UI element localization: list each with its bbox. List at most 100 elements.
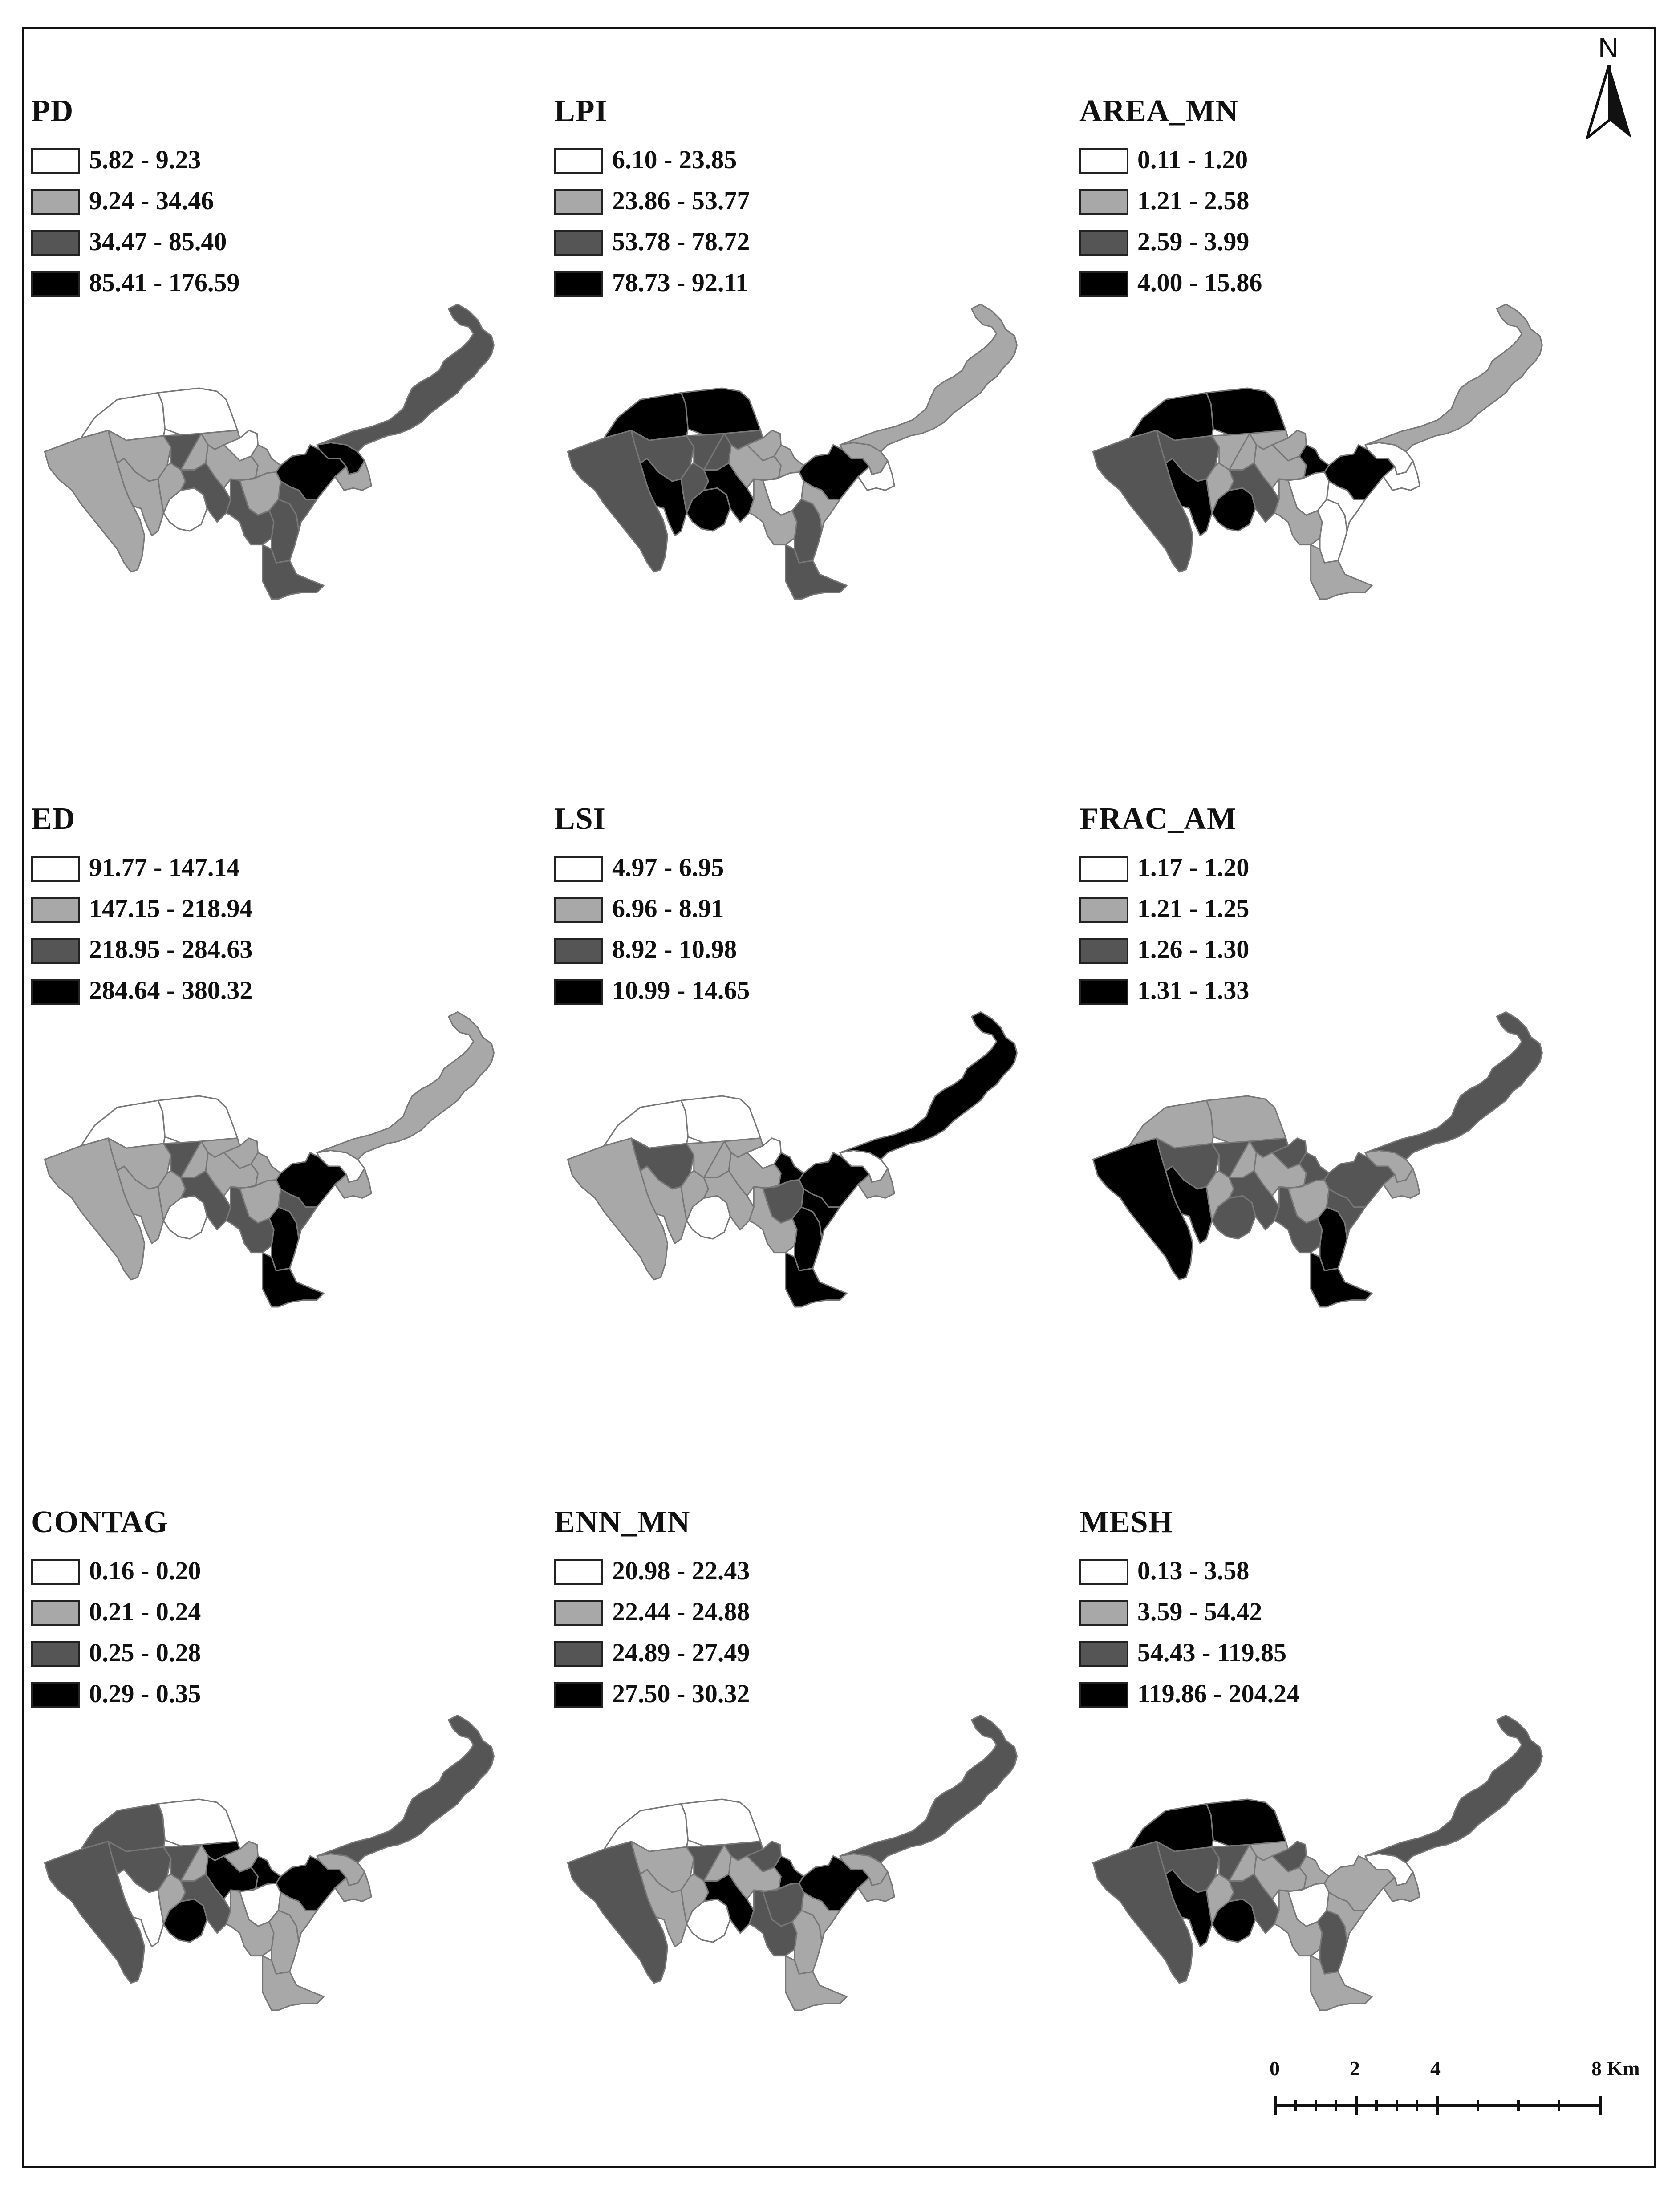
choropleth-map [567,1011,1018,1308]
map-region [639,1165,687,1244]
legend-label: 34.47 - 85.40 [89,227,227,256]
map-region [1205,1798,1287,1847]
panel-title: PD [31,94,74,128]
map-region [785,1252,848,1308]
map-region [1205,1095,1287,1144]
scale-tick-label-4: 4 [1430,2057,1441,2080]
legend-swatch [31,1600,80,1626]
map-region [1310,1252,1373,1308]
legend-label: 27.50 - 30.32 [612,1679,750,1708]
legend-label: 2.59 - 3.99 [1137,227,1250,256]
map-region [1364,1714,1543,1864]
choropleth-map [44,303,495,600]
map-panel-lsi: LSI 4.97 - 6.95 6.96 - 8.91 8.92 - 10.98 10.… [554,801,1079,1496]
legend-swatch [554,230,603,256]
map-region [785,1955,848,2011]
map-panel-lpi: LPI 6.10 - 23.85 23.86 - 53.77 53.78 - 78.7… [554,93,1079,788]
legend-swatch [31,938,80,964]
map-region [680,1095,762,1144]
legend-label: 20.98 - 22.43 [612,1556,750,1585]
legend-swatch [31,1559,80,1585]
legend-swatch [1079,1559,1128,1585]
map-region [603,1803,689,1852]
map-region [1310,1955,1373,2011]
legend-label: 5.82 - 9.23 [89,145,201,174]
legend-swatch [554,148,603,174]
map-region [839,1011,1018,1160]
legend-label: 54.43 - 119.85 [1137,1638,1287,1667]
map-region [1326,480,1366,532]
map-region [334,1168,372,1199]
legend-swatch [554,979,603,1005]
choropleth-map [44,1011,495,1308]
legend-swatch [31,856,80,882]
legend-swatch [554,189,603,215]
legend-label: 9.24 - 34.46 [89,186,214,215]
legend-swatch [1079,979,1128,1005]
legend-label: 1.31 - 1.33 [1137,976,1250,1005]
panel-title: AREA_MN [1079,94,1238,128]
map-region [80,1803,166,1852]
map-region [1383,1168,1420,1199]
legend-swatch [1079,189,1128,215]
map-region [680,387,762,436]
map-region [800,480,841,532]
map-region [277,480,318,532]
legend-label: 4.97 - 6.95 [612,853,724,882]
map-region [857,460,895,491]
legend-label: 6.10 - 23.85 [612,145,737,174]
map-panel-pd: PD 5.82 - 9.23 9.24 - 34.46 34.47 - 85.40 85… [31,93,556,788]
map-region [1383,460,1420,491]
legend-swatch [554,271,603,297]
legend-swatch [554,1600,603,1626]
map-region [639,1869,687,1947]
legend-label: 0.13 - 3.58 [1137,1556,1250,1585]
map-region [800,1891,841,1943]
map-region [316,1011,495,1160]
scale-tick-label-0: 0 [1270,2057,1280,2080]
panel-title: MESH [1079,1505,1173,1539]
map-region [262,1252,325,1308]
legend-label: 284.64 - 380.32 [89,976,253,1005]
legend-label: 22.44 - 24.88 [612,1597,750,1626]
map-panel-contag: CONTAG 0.16 - 0.20 0.21 - 0.24 0.25 - 0.28 0… [31,1505,556,2199]
legend-swatch [1079,856,1128,882]
legend-swatch [1079,230,1128,256]
legend-label: 147.15 - 218.94 [89,894,253,923]
legend-swatch [1079,1641,1128,1667]
legend-label: 0.21 - 0.24 [89,1597,201,1626]
legend-label: 8.92 - 10.98 [612,935,737,964]
map-region [157,387,239,436]
map-region [316,303,495,453]
legend-label: 0.29 - 0.35 [89,1679,201,1708]
map-region [639,458,687,536]
choropleth-map [567,1714,1018,2011]
map-region [277,1891,318,1943]
choropleth-map [1092,1714,1543,2011]
legend-swatch [1079,271,1128,297]
legend-swatch [1079,148,1128,174]
map-region [680,1798,762,1847]
legend-swatch [1079,938,1128,964]
map-region [80,392,166,441]
choropleth-map [44,1714,495,2011]
legend-label: 1.21 - 2.58 [1137,186,1250,215]
legend-label: 23.86 - 53.77 [612,186,750,215]
map-region [1165,1869,1213,1947]
legend-swatch [554,938,603,964]
legend-swatch [31,1682,80,1708]
north-arrow-icon [1586,65,1631,139]
map-region [277,1188,318,1240]
choropleth-map [1092,303,1543,600]
legend-label: 4.00 - 15.86 [1137,268,1262,297]
panel-title: ENN_MN [554,1505,690,1539]
map-region [157,1798,239,1847]
map-region [857,1871,895,1902]
legend-label: 0.25 - 0.28 [89,1638,201,1667]
legend-label: 53.78 - 78.72 [612,227,750,256]
legend-swatch [1079,1600,1128,1626]
legend-swatch [31,148,80,174]
map-region [316,1714,495,1864]
legend-label: 119.86 - 204.24 [1137,1679,1300,1708]
panel-title: FRAC_AM [1079,802,1237,836]
